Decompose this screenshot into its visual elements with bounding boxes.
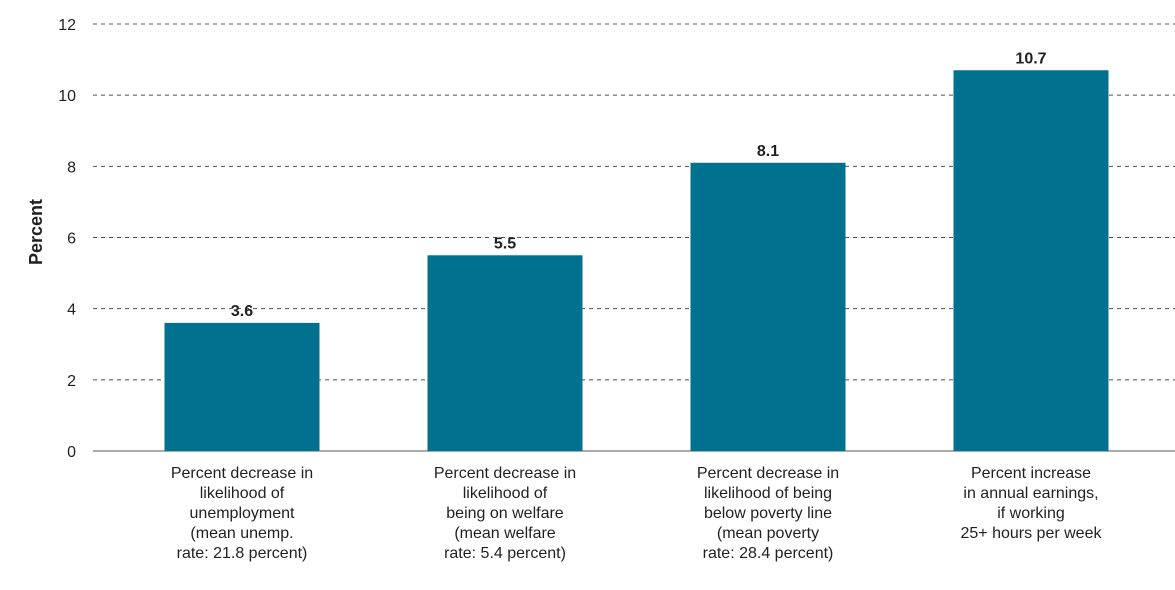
bar	[164, 322, 320, 451]
x-category-label-line: Percent decrease in	[697, 465, 839, 482]
x-category-label-line: (mean poverty	[717, 525, 819, 542]
y-tick-label: 4	[67, 302, 76, 319]
data-label: 3.6	[231, 303, 253, 320]
x-category-label-line: (mean unemp.	[190, 525, 293, 542]
y-axis-ticks: 0 2 4 6 8 10 12	[58, 17, 76, 461]
x-category-label: Percent increase in annual earnings, if wo…	[961, 465, 1103, 542]
x-category-label-line: likelihood of being	[704, 485, 832, 502]
x-category-label-line: in annual earnings,	[963, 485, 1098, 502]
x-category-label-line: unemployment	[190, 505, 296, 522]
x-category-label-line: likelihood of	[463, 485, 548, 502]
x-category-label-line: 25+ hours per week	[961, 525, 1103, 542]
y-tick-label: 8	[67, 159, 76, 176]
y-tick-label: 0	[67, 444, 76, 461]
x-category-label-line: below poverty line	[704, 505, 832, 522]
x-category-label: Percent decrease in likelihood of unemploy…	[171, 465, 313, 562]
bar	[690, 162, 846, 451]
x-category-label-line: if working	[997, 505, 1065, 522]
bar	[953, 70, 1109, 451]
data-labels: 3.6 5.5 8.1 10.7	[231, 50, 1047, 320]
x-category-label-line: Percent increase	[971, 465, 1091, 482]
y-tick-label: 12	[58, 17, 76, 34]
y-tick-label: 10	[58, 88, 76, 105]
data-label: 5.5	[494, 235, 516, 252]
x-category-label-line: being on welfare	[446, 505, 564, 522]
bars	[164, 70, 1109, 451]
bar	[427, 255, 583, 451]
x-category-label-line: Percent decrease in	[171, 465, 313, 482]
data-label: 10.7	[1015, 50, 1046, 67]
x-category-label: Percent decrease in likelihood of being on…	[434, 465, 576, 562]
x-category-label-line: Percent decrease in	[434, 465, 576, 482]
data-label: 8.1	[757, 143, 779, 160]
x-category-label-line: rate: 5.4 percent)	[444, 545, 566, 562]
y-tick-label: 6	[67, 231, 76, 248]
x-category-label-line: rate: 28.4 percent)	[703, 545, 834, 562]
x-category-label-line: (mean welfare	[454, 525, 555, 542]
y-tick-label: 2	[67, 373, 76, 390]
x-category-label: Percent decrease in likelihood of being be…	[697, 465, 839, 562]
x-category-label-line: likelihood of	[200, 485, 285, 502]
y-axis-title: Percent	[26, 199, 46, 265]
x-axis-categories: Percent decrease in likelihood of unemploy…	[171, 465, 1103, 562]
x-category-label-line: rate: 21.8 percent)	[177, 545, 308, 562]
